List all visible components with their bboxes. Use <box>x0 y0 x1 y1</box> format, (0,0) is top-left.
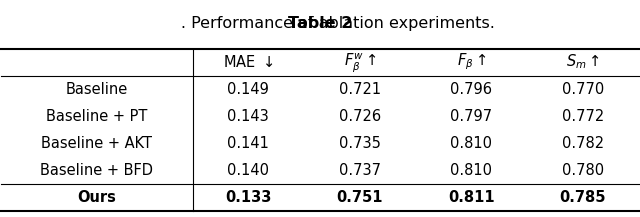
Text: Baseline + BFD: Baseline + BFD <box>40 163 154 178</box>
Text: Ours: Ours <box>77 190 116 205</box>
Text: 0.737: 0.737 <box>339 163 381 178</box>
Text: $S_m$$\uparrow$: $S_m$$\uparrow$ <box>566 53 600 71</box>
Text: Baseline + AKT: Baseline + AKT <box>42 136 152 151</box>
Text: 0.810: 0.810 <box>451 163 492 178</box>
Text: Baseline: Baseline <box>66 82 128 97</box>
Text: 0.797: 0.797 <box>451 109 492 124</box>
Text: 0.782: 0.782 <box>562 136 604 151</box>
Text: 0.140: 0.140 <box>227 163 269 178</box>
Text: Baseline + PT: Baseline + PT <box>46 109 148 124</box>
Text: MAE $\downarrow$: MAE $\downarrow$ <box>223 54 274 70</box>
Text: 0.721: 0.721 <box>339 82 381 97</box>
Text: 0.735: 0.735 <box>339 136 381 151</box>
Text: 0.726: 0.726 <box>339 109 381 124</box>
Text: 0.141: 0.141 <box>227 136 269 151</box>
Text: 0.149: 0.149 <box>227 82 269 97</box>
Text: 0.811: 0.811 <box>448 190 495 205</box>
Text: 0.133: 0.133 <box>225 190 271 205</box>
Text: $F_{\beta}^{w}$$\uparrow$: $F_{\beta}^{w}$$\uparrow$ <box>344 51 376 74</box>
Text: 0.810: 0.810 <box>451 136 492 151</box>
Text: Table 2: Table 2 <box>288 16 352 31</box>
Text: 0.785: 0.785 <box>559 190 606 205</box>
Text: 0.143: 0.143 <box>227 109 269 124</box>
Text: 0.770: 0.770 <box>562 82 604 97</box>
Text: . Performance of ablation experiments.: . Performance of ablation experiments. <box>145 16 495 31</box>
Text: 0.772: 0.772 <box>562 109 604 124</box>
Text: 0.796: 0.796 <box>451 82 492 97</box>
Text: $F_{\beta}$$\uparrow$: $F_{\beta}$$\uparrow$ <box>456 52 486 72</box>
Text: 0.751: 0.751 <box>337 190 383 205</box>
Text: 0.780: 0.780 <box>562 163 604 178</box>
